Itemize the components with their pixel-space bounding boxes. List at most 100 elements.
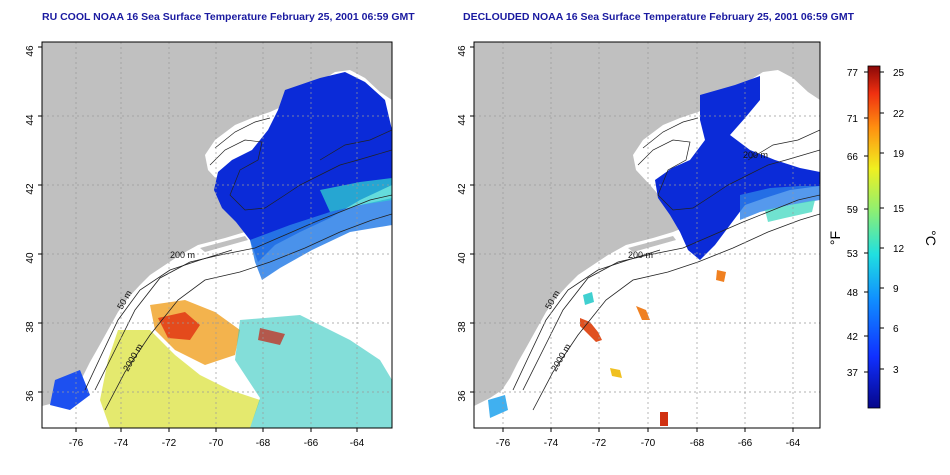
contour-label-200m-right: 200 m xyxy=(628,250,653,260)
sst-hot-patch-1 xyxy=(158,312,200,340)
land-long-island xyxy=(200,236,248,252)
left-axis-ticks xyxy=(38,46,358,432)
lat-tick-46: 46 xyxy=(25,45,36,57)
map-gridlines xyxy=(474,42,820,428)
c-tick-6: 6 xyxy=(893,324,899,335)
right-map-frame xyxy=(473,41,821,429)
lat-tick-38: 38 xyxy=(457,321,468,333)
lat-tick-42: 42 xyxy=(457,183,468,195)
lon-tick-76: -76 xyxy=(496,438,511,449)
fahrenheit-axis-label: °F xyxy=(827,231,843,245)
lon-tick-72: -72 xyxy=(162,438,177,449)
left-lat-labels: 36 38 40 42 44 46 xyxy=(25,45,36,402)
f-tick-66: 66 xyxy=(847,152,859,163)
colorbar-ticks xyxy=(864,71,884,373)
isobath-200m xyxy=(94,194,392,391)
sst-cold-water xyxy=(655,76,820,260)
lon-tick-70: -70 xyxy=(641,438,656,449)
land-north-america xyxy=(42,42,392,406)
sst-coastal-cold xyxy=(50,370,90,410)
lat-tick-38: 38 xyxy=(25,321,36,333)
contour-label-200m-left: 200 m xyxy=(170,250,195,260)
f-tick-53: 53 xyxy=(847,249,859,260)
colorbar-gradient xyxy=(867,65,881,409)
sst-scattered-teal xyxy=(583,292,594,305)
isobath-2000m xyxy=(532,213,820,411)
lon-tick-72: -72 xyxy=(592,438,607,449)
sst-teal-edge xyxy=(765,200,815,222)
isobath-50m xyxy=(512,249,661,391)
c-tick-25: 25 xyxy=(893,68,905,79)
isobath-gulf-maine xyxy=(637,139,820,211)
land-nova-scotia xyxy=(746,42,820,96)
temperature-colorbar: 77 71 66 59 53 48 42 37 25 22 19 15 12 9… xyxy=(827,65,939,409)
lon-tick-66: -66 xyxy=(738,438,753,449)
c-tick-22: 22 xyxy=(893,109,905,120)
map-gridlines xyxy=(42,42,392,428)
lon-tick-74: -74 xyxy=(114,438,129,449)
isobath-gulf-maine-2 xyxy=(642,117,820,161)
lat-tick-36: 36 xyxy=(25,390,36,402)
sst-red-streak xyxy=(258,328,285,345)
lon-tick-76: -76 xyxy=(69,438,84,449)
lon-tick-74: -74 xyxy=(544,438,559,449)
sst-cold-water xyxy=(214,72,392,262)
isobath-gulf-maine-2 xyxy=(214,117,392,161)
lat-tick-40: 40 xyxy=(25,252,36,264)
f-tick-77: 77 xyxy=(847,68,859,79)
lat-tick-44: 44 xyxy=(25,114,36,126)
c-tick-3: 3 xyxy=(893,365,899,376)
land-long-island xyxy=(628,236,676,252)
f-tick-48: 48 xyxy=(847,288,859,299)
lat-tick-42: 42 xyxy=(25,183,36,195)
lat-tick-36: 36 xyxy=(457,390,468,402)
left-map-title: RU COOL NOAA 16 Sea Surface Temperature … xyxy=(42,11,415,23)
lon-tick-70: -70 xyxy=(209,438,224,449)
lon-tick-66: -66 xyxy=(304,438,319,449)
isobath-2000m xyxy=(104,213,392,411)
f-tick-71: 71 xyxy=(847,114,859,125)
sst-coastal-cold xyxy=(488,395,508,418)
right-lon-labels: -76 -74 -72 -70 -68 -66 -64 xyxy=(496,438,801,449)
f-tick-59: 59 xyxy=(847,205,859,216)
lon-tick-68: -68 xyxy=(256,438,271,449)
lon-tick-64: -64 xyxy=(350,438,365,449)
lon-tick-68: -68 xyxy=(690,438,705,449)
sst-warm-patch-c xyxy=(610,368,622,378)
right-map-title: DECLOUDED NOAA 16 Sea Surface Temperatur… xyxy=(463,11,854,23)
f-tick-42: 42 xyxy=(847,332,859,343)
sst-teal-water xyxy=(320,178,392,212)
sst-cool-water xyxy=(250,198,392,280)
contour-label-200m-gulf: 200 m xyxy=(743,150,768,160)
f-tick-37: 37 xyxy=(847,368,859,379)
isobath-50m xyxy=(84,249,233,391)
left-map-panel: 200 m 50 m 2000 m 36 38 40 42 44 46 -76 … xyxy=(25,41,393,449)
c-tick-12: 12 xyxy=(893,244,905,255)
right-map-panel: 200 m 200 m 50 m 2000 m 36 38 40 42 44 4… xyxy=(457,41,821,449)
isobath-gulf-maine xyxy=(209,139,392,211)
sst-warm-patch-2 xyxy=(100,330,260,428)
isobath-200m xyxy=(522,194,820,391)
c-tick-15: 15 xyxy=(893,204,905,215)
lat-tick-44: 44 xyxy=(457,114,468,126)
c-tick-19: 19 xyxy=(893,149,905,160)
right-lat-labels: 36 38 40 42 44 46 xyxy=(457,45,468,402)
land-nova-scotia xyxy=(318,42,392,96)
lat-tick-40: 40 xyxy=(457,252,468,264)
sst-warm-patch-b xyxy=(636,306,650,320)
sst-cool-edge xyxy=(740,186,820,220)
land-north-america xyxy=(474,42,820,406)
celsius-axis-label: °C xyxy=(923,230,939,246)
lon-tick-64: -64 xyxy=(786,438,801,449)
c-tick-9: 9 xyxy=(893,284,899,295)
left-lon-labels: -76 -74 -72 -70 -68 -66 -64 xyxy=(69,438,365,449)
sst-warm-patch-a xyxy=(580,318,602,342)
sst-warm-patch-d xyxy=(716,270,726,282)
celsius-tick-labels: 25 22 19 15 12 9 6 3 xyxy=(893,68,905,376)
fahrenheit-tick-labels: 77 71 66 59 53 48 42 37 xyxy=(847,68,859,379)
sst-red-speck xyxy=(660,412,668,426)
right-axis-ticks xyxy=(470,46,794,432)
lat-tick-46: 46 xyxy=(457,45,468,57)
left-map-frame xyxy=(41,41,393,429)
